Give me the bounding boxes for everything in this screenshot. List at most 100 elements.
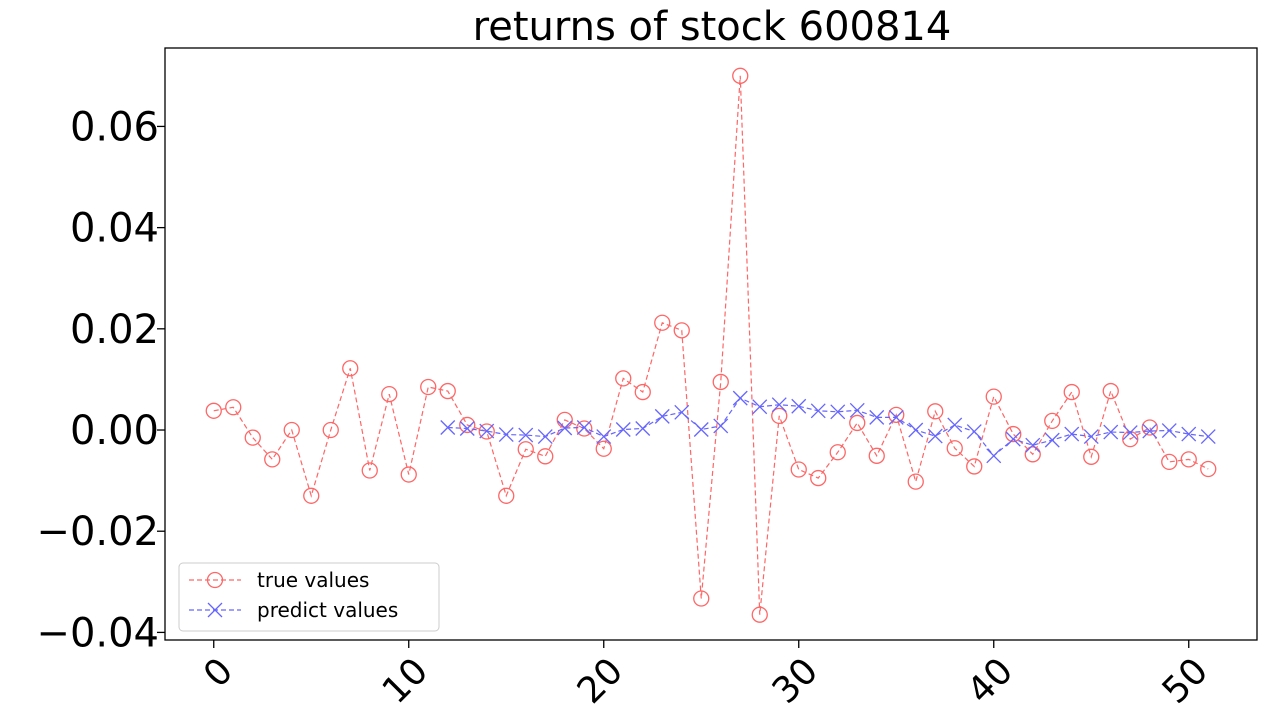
data-point <box>303 487 320 504</box>
x-tick-label: 30 <box>765 650 826 711</box>
legend-marker <box>206 571 224 589</box>
data-point <box>1083 448 1100 465</box>
data-point <box>985 388 1002 405</box>
data-point <box>537 448 554 465</box>
data-point <box>1141 419 1158 436</box>
y-tick-label: 0.00 <box>70 408 159 454</box>
data-point <box>1083 429 1099 445</box>
data-point <box>830 404 846 420</box>
data-point <box>595 440 612 457</box>
data-point <box>810 403 826 419</box>
data-point <box>888 409 904 425</box>
data-point <box>478 423 495 440</box>
x-tick-label: 40 <box>960 650 1021 711</box>
data-point <box>498 487 515 504</box>
data-point <box>1044 432 1060 448</box>
data-point <box>205 402 222 419</box>
data-point <box>1025 437 1041 453</box>
data-point <box>517 441 534 458</box>
data-point <box>712 373 729 391</box>
data-point <box>1064 426 1080 442</box>
data-point <box>868 447 885 464</box>
data-point <box>732 67 749 84</box>
data-point <box>654 408 670 424</box>
legend-marker <box>207 602 223 618</box>
data-point <box>518 427 534 443</box>
series-true-values <box>205 67 1217 623</box>
data-point <box>927 428 943 444</box>
data-point <box>615 370 632 387</box>
data-point <box>615 422 631 437</box>
data-point <box>420 378 437 396</box>
data-point <box>459 421 475 436</box>
data-point <box>1122 425 1138 441</box>
data-point <box>673 322 690 339</box>
data-point <box>1044 412 1061 430</box>
data-point <box>1180 451 1197 468</box>
legend-box <box>178 562 440 632</box>
data-point <box>1181 426 1197 442</box>
x-tick-label: 10 <box>375 650 436 711</box>
data-point <box>400 466 417 483</box>
x-tick-label: 50 <box>1155 650 1216 711</box>
data-point <box>1024 446 1041 463</box>
data-point <box>1102 382 1119 400</box>
data-point <box>635 421 651 436</box>
data-point <box>1161 453 1178 471</box>
data-point <box>752 399 768 415</box>
data-point <box>771 407 788 424</box>
data-point <box>1063 383 1080 401</box>
data-point <box>888 406 905 423</box>
data-point <box>381 385 398 403</box>
data-point <box>713 418 729 434</box>
data-point <box>439 382 456 400</box>
y-tick-label: 0.04 <box>70 206 159 252</box>
data-point <box>537 429 553 445</box>
data-point <box>283 421 300 439</box>
data-point <box>361 462 378 479</box>
data-point <box>771 397 787 413</box>
data-point <box>264 451 281 468</box>
data-point <box>576 420 593 437</box>
data-point <box>634 383 651 401</box>
data-point <box>751 606 768 623</box>
data-point <box>790 461 807 478</box>
series-line <box>213 75 1209 615</box>
data-point <box>869 409 885 425</box>
data-point <box>1161 423 1177 438</box>
data-point <box>966 424 982 439</box>
y-tick-label: 0.06 <box>70 104 159 150</box>
plot-area <box>164 47 1258 641</box>
data-point <box>322 421 339 439</box>
x-tick-label: 20 <box>570 650 631 711</box>
data-point <box>459 416 476 434</box>
y-tick-label: −0.02 <box>36 509 159 555</box>
data-point <box>1005 431 1021 447</box>
data-point <box>791 398 807 414</box>
data-point <box>576 420 592 435</box>
data-point <box>596 429 612 445</box>
data-point <box>654 314 671 331</box>
data-point <box>732 390 748 406</box>
data-point <box>849 402 865 418</box>
y-tick-label: 0.02 <box>70 307 159 353</box>
data-point <box>1103 424 1119 440</box>
series-line <box>447 397 1209 457</box>
data-point <box>693 590 710 607</box>
data-point <box>1142 423 1158 439</box>
data-point <box>225 399 242 416</box>
data-point <box>1122 430 1139 448</box>
data-point <box>927 403 944 420</box>
data-point <box>946 440 963 457</box>
data-point <box>908 422 924 438</box>
legend-label: predict values <box>257 598 398 622</box>
data-point <box>849 414 866 432</box>
data-point <box>810 469 827 487</box>
chart-title: returns of stock 600814 <box>473 4 952 50</box>
data-point <box>1200 429 1216 445</box>
legend: true values predict values <box>178 562 440 632</box>
data-point <box>907 473 924 490</box>
data-point <box>1005 425 1022 443</box>
data-point <box>986 448 1002 464</box>
